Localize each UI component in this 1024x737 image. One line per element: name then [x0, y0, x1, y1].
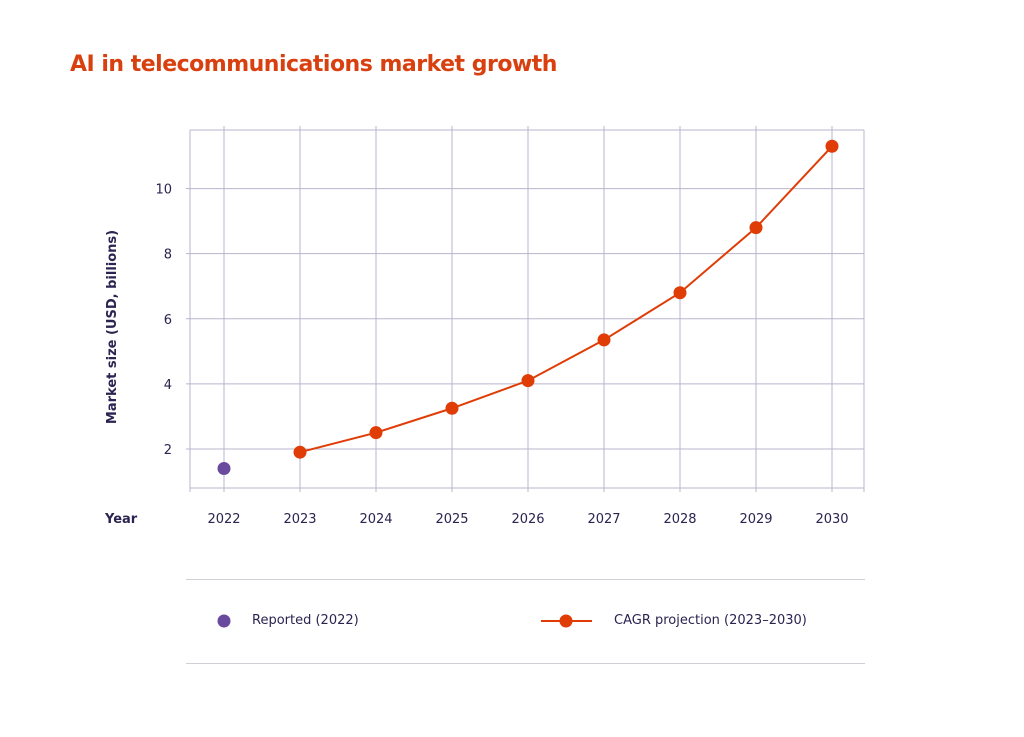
data-point-projection — [521, 374, 535, 388]
y-tick-label: 4 — [164, 378, 172, 393]
x-tick-label: 2027 — [587, 512, 620, 527]
x-tick-label: 2025 — [435, 512, 468, 527]
x-tick-label: 2023 — [283, 512, 316, 527]
y-tick-label: 2 — [164, 443, 172, 458]
y-axis-label: Market size (USD, billions) — [105, 230, 120, 424]
legend-divider-bottom — [186, 663, 865, 664]
x-tick-label: 2026 — [511, 512, 544, 527]
chart-title: AI in telecommunications market growth — [70, 52, 557, 77]
x-tick-labels: 2022 2023 2024 2025 2026 2027 2028 2029 2030 — [207, 512, 848, 527]
data-point-projection — [293, 445, 307, 459]
data-point-projection — [749, 221, 763, 235]
legend-divider-top — [186, 579, 865, 580]
series-line-projection — [299, 145, 833, 454]
y-tick-label: 6 — [164, 313, 172, 328]
data-point-projection — [673, 286, 687, 300]
data-point-projection — [825, 139, 839, 153]
legend-marker-reported — [217, 614, 231, 628]
legend-marker-projection — [541, 614, 592, 628]
y-tick-label: 10 — [155, 183, 172, 198]
x-tick-label: 2024 — [359, 512, 392, 527]
data-point-projection — [445, 401, 459, 415]
x-tick-label: 2022 — [207, 512, 240, 527]
series-layer — [217, 139, 839, 475]
data-point-projection — [597, 333, 611, 347]
y-tick-label: 8 — [164, 248, 172, 263]
legend-label-reported: Reported (2022) — [252, 613, 359, 628]
x-axis-label: Year — [104, 512, 138, 527]
y-tick-labels: 2 4 6 8 10 — [155, 183, 172, 458]
data-point-reported — [217, 461, 231, 475]
data-point-projection — [369, 426, 383, 440]
grid — [186, 126, 865, 492]
x-tick-label: 2030 — [815, 512, 848, 527]
x-tick-label: 2028 — [663, 512, 696, 527]
legend-label-projection: CAGR projection (2023–2030) — [614, 613, 807, 628]
x-tick-label: 2029 — [739, 512, 772, 527]
